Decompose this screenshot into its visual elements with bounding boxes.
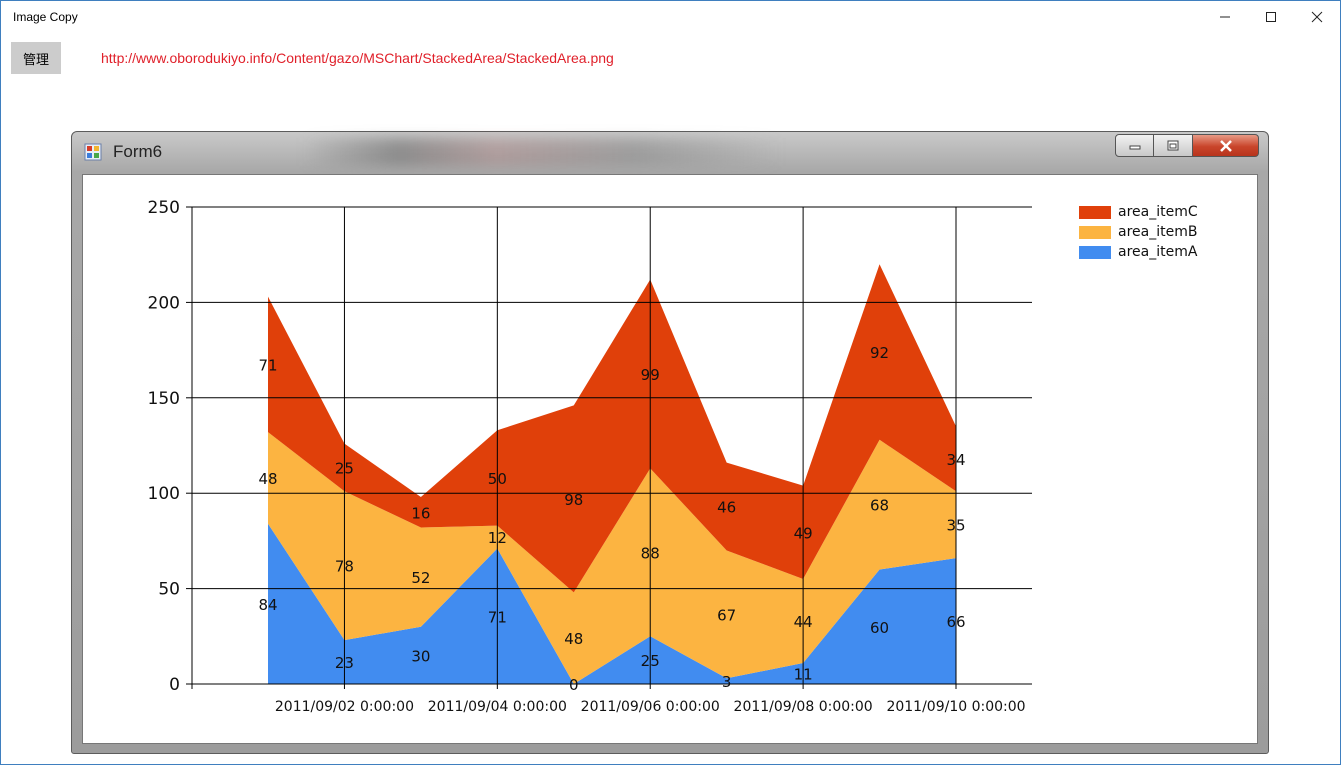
data-label: 23 (335, 654, 354, 672)
minimize-button[interactable] (1202, 2, 1248, 32)
y-tick-label: 250 (148, 198, 180, 218)
restore-icon (1167, 140, 1179, 150)
data-label: 60 (870, 619, 889, 637)
data-label: 67 (717, 606, 736, 624)
data-label: 92 (870, 344, 889, 362)
minimize-icon (1129, 145, 1140, 149)
legend-label: area_itemC (1118, 204, 1198, 220)
screenshot-window-controls (1115, 134, 1259, 157)
chart-panel: 0 50 100 150 200 250 2011/09/02 0:00:00 2011/09… (82, 174, 1258, 744)
screenshot-restore-button (1154, 134, 1193, 157)
legend-item-a: area_itemA (1079, 242, 1198, 262)
close-icon (1311, 11, 1323, 23)
data-label: 48 (564, 630, 583, 648)
maximize-icon (1266, 12, 1276, 22)
y-tick-label: 0 (169, 675, 180, 695)
legend-swatch (1079, 245, 1111, 259)
app-form-icon (84, 143, 102, 161)
data-label: 71 (488, 608, 507, 626)
x-tick-label: 2011/09/08 0:00:00 (734, 699, 873, 715)
y-tick-label: 50 (158, 580, 180, 600)
y-tick-label: 100 (148, 484, 180, 504)
admin-button[interactable]: 管理 (11, 42, 61, 74)
screenshot-minimize-button (1115, 134, 1154, 157)
y-tick-label: 150 (148, 389, 180, 409)
data-label: 44 (794, 613, 813, 631)
chart-legend: area_itemC area_itemB area_itemA (1079, 202, 1198, 262)
data-label: 78 (335, 558, 354, 576)
screenshot-window-title: Form6 (113, 142, 163, 161)
area-area_itemA (268, 523, 956, 684)
data-label: 48 (258, 470, 277, 488)
data-label: 11 (794, 666, 813, 684)
x-tick-label: 2011/09/10 0:00:00 (886, 699, 1025, 715)
legend-swatch (1079, 225, 1111, 239)
x-tick-label: 2011/09/04 0:00:00 (428, 699, 567, 715)
data-label: 35 (946, 517, 965, 535)
area-area_itemC (268, 264, 956, 593)
screenshot-close-button (1193, 134, 1259, 157)
minimize-icon (1220, 16, 1230, 18)
data-label: 46 (717, 499, 736, 517)
blurred-background (302, 138, 782, 166)
data-label: 12 (488, 529, 507, 547)
data-label: 30 (411, 647, 430, 665)
legend-item-c: area_itemC (1079, 202, 1198, 222)
image-url-link[interactable]: http://www.oborodukiyo.info/Content/gazo… (101, 50, 614, 66)
x-tick-label: 2011/09/06 0:00:00 (581, 699, 720, 715)
embedded-screenshot: Form6 0 50 100 150 200 250 2011/09/02 0:00:00 2… (71, 131, 1269, 754)
data-label: 0 (569, 676, 579, 694)
y-tick-label: 200 (148, 293, 180, 313)
legend-label: area_itemB (1118, 224, 1198, 240)
title-bar: Image Copy (1, 1, 1340, 31)
x-tick-label: 2011/09/02 0:00:00 (275, 699, 414, 715)
window-title: Image Copy (13, 10, 78, 24)
screenshot-title-bar: Form6 (72, 132, 1268, 172)
data-label: 71 (258, 356, 277, 374)
data-label: 50 (488, 470, 507, 488)
data-label: 3 (722, 673, 732, 691)
data-label: 34 (946, 451, 965, 469)
data-label: 88 (641, 544, 660, 562)
legend-swatch (1079, 205, 1111, 219)
data-label: 99 (641, 366, 660, 384)
data-label: 84 (258, 596, 277, 614)
data-label: 49 (794, 524, 813, 542)
area-area_itemB (268, 432, 956, 684)
legend-item-b: area_itemB (1079, 222, 1198, 242)
close-icon (1219, 139, 1232, 152)
close-button[interactable] (1294, 2, 1340, 32)
data-label: 25 (641, 652, 660, 670)
data-label: 66 (946, 613, 965, 631)
data-label: 25 (335, 459, 354, 477)
data-label: 68 (870, 497, 889, 515)
data-label: 52 (411, 569, 430, 587)
data-label: 16 (411, 504, 430, 522)
legend-label: area_itemA (1118, 244, 1198, 260)
data-label: 98 (564, 491, 583, 509)
maximize-button[interactable] (1248, 2, 1294, 32)
